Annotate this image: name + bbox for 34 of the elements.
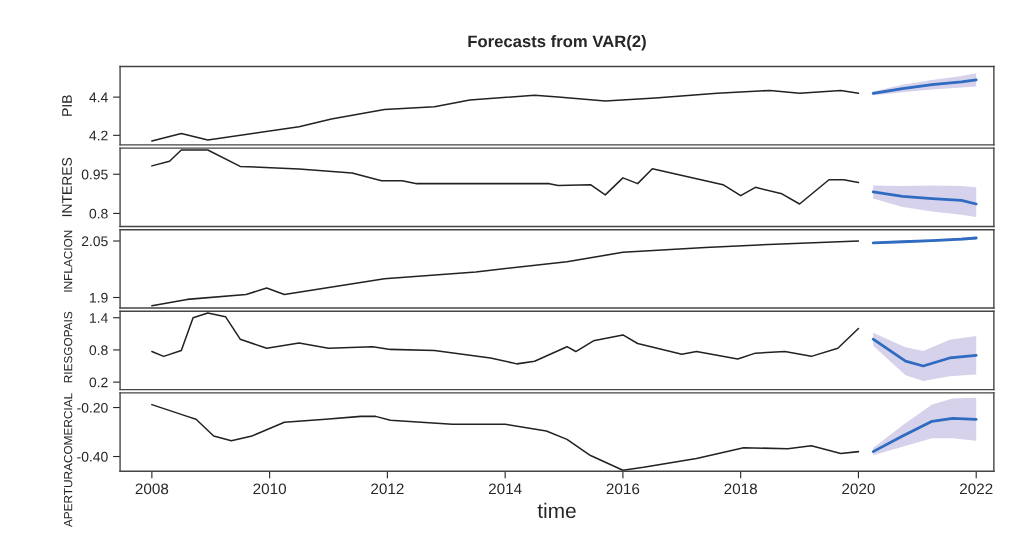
x-tick-label: 2014 bbox=[488, 483, 522, 495]
y-tick-label: 4.4 bbox=[89, 92, 108, 103]
y-tick-label: 0.95 bbox=[81, 169, 108, 180]
y-axis-title: RIESGOPAIS bbox=[63, 311, 73, 383]
chart-title: Forecasts from VAR(2) bbox=[468, 35, 646, 51]
line-series bbox=[871, 416, 978, 454]
line-series bbox=[871, 78, 978, 95]
y-tick-label: 0.2 bbox=[89, 377, 108, 388]
x-tick-label: 2022 bbox=[959, 483, 993, 495]
y-tick-label: -0.40 bbox=[77, 451, 108, 462]
line-series bbox=[871, 190, 978, 206]
y-axis-title: PIB bbox=[62, 95, 72, 116]
x-axis-title: time bbox=[537, 502, 576, 519]
x-tick-label: 2012 bbox=[371, 483, 404, 495]
y-tick-label: 4.2 bbox=[89, 130, 108, 141]
y-tick-label: 2.05 bbox=[81, 236, 108, 247]
line-series bbox=[151, 312, 860, 365]
y-axis-title: INFLACION bbox=[63, 230, 73, 292]
y-tick-label: 1.4 bbox=[90, 313, 108, 323]
y-axis-title: INTERES bbox=[62, 157, 72, 217]
y-tick-label: 1.9 bbox=[90, 292, 108, 303]
x-tick-label: 2008 bbox=[135, 483, 169, 495]
line-series bbox=[871, 337, 978, 368]
x-tick-label: 2010 bbox=[253, 483, 287, 495]
line-series bbox=[151, 89, 860, 142]
x-tick-label: 2016 bbox=[606, 483, 640, 495]
y-axis-title: APERTURACOMERCIAL bbox=[63, 393, 73, 528]
line-series bbox=[151, 240, 860, 307]
x-tick-label: 2020 bbox=[842, 483, 875, 495]
line-series bbox=[151, 149, 860, 205]
x-tick-label: 2018 bbox=[724, 483, 758, 495]
y-tick-label: 0.8 bbox=[89, 208, 108, 219]
y-tick-label: -0.20 bbox=[77, 402, 108, 413]
y-tick-label: 0.8 bbox=[89, 345, 108, 356]
